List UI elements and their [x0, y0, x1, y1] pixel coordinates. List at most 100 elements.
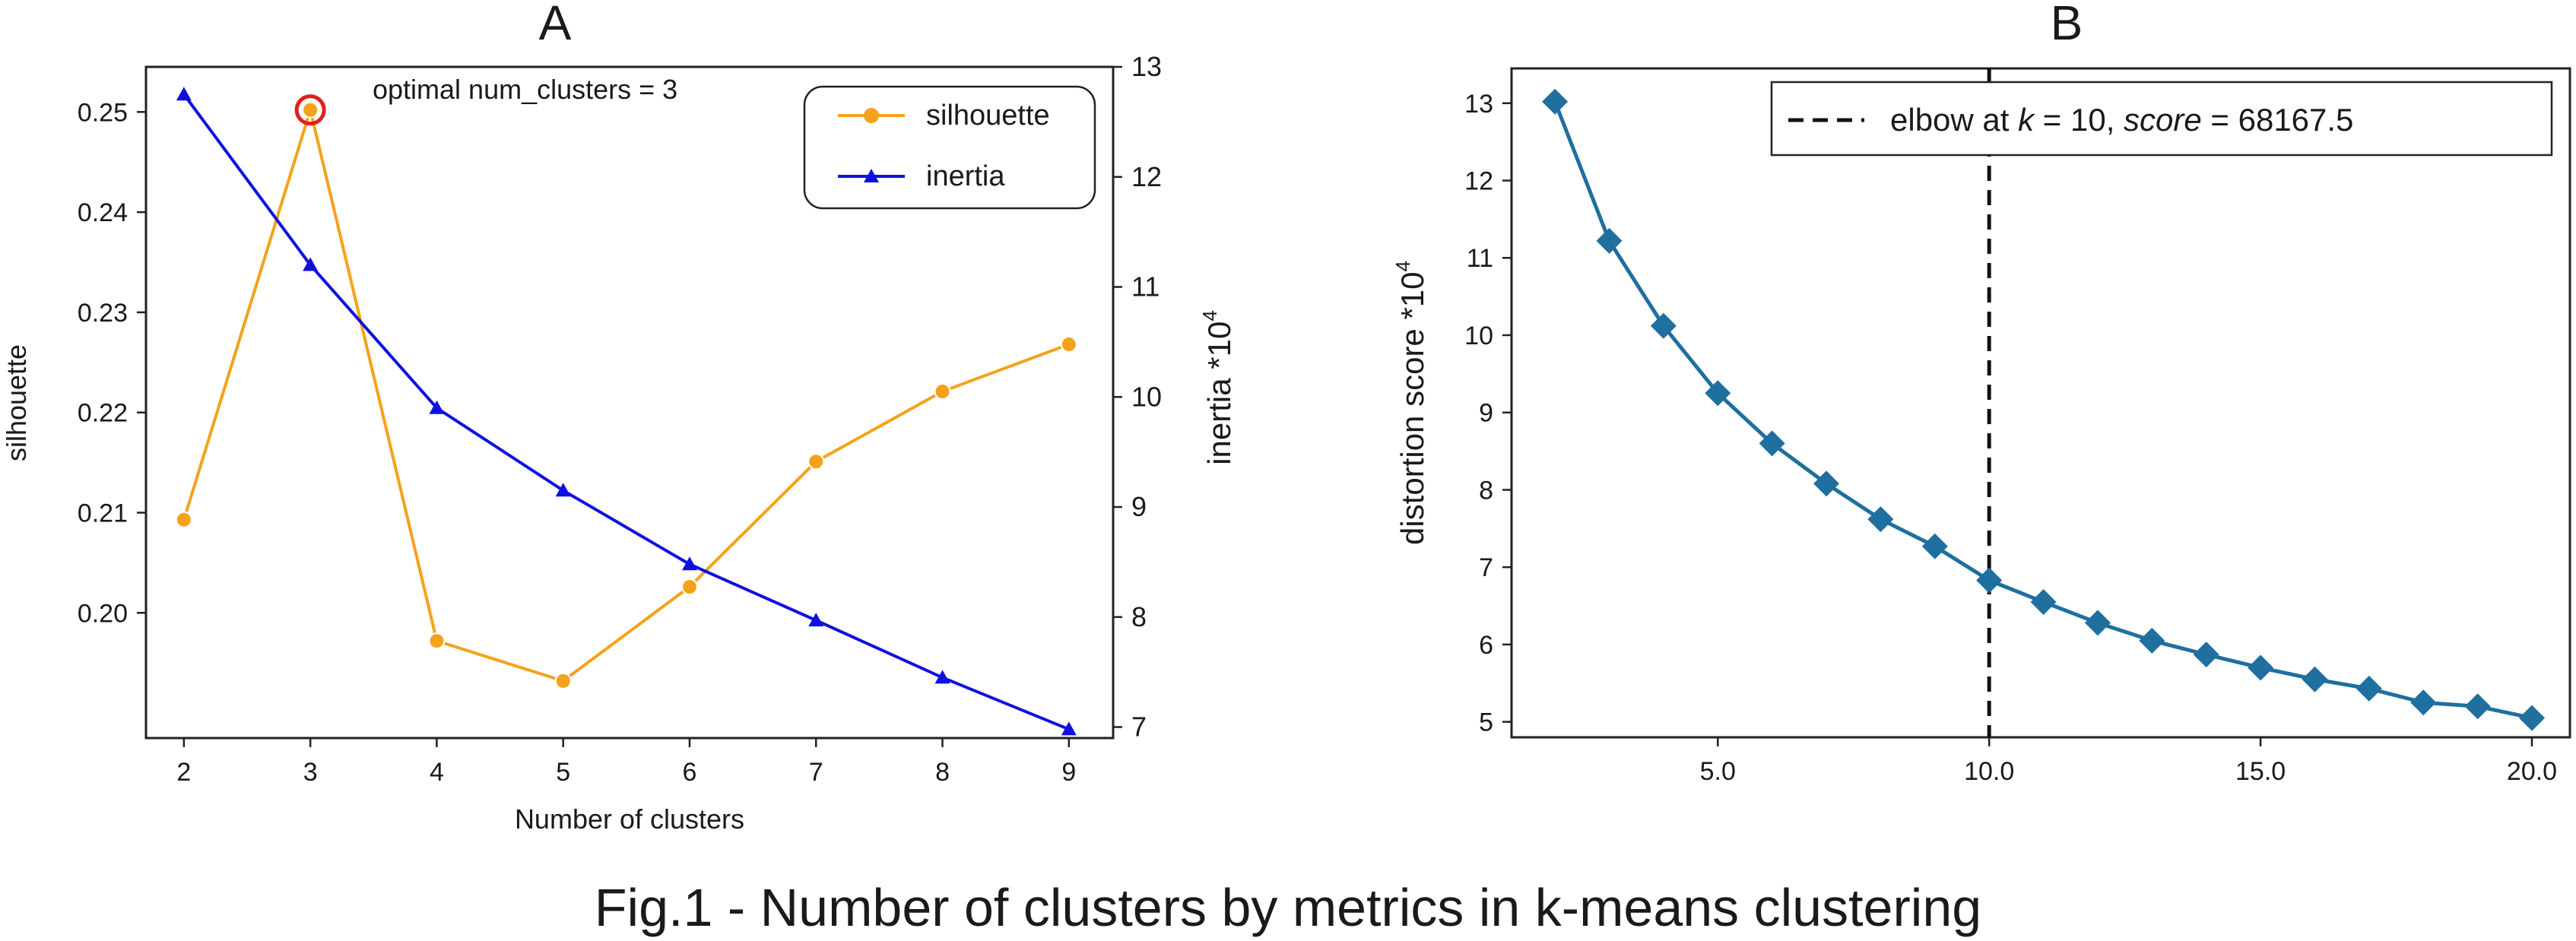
chart-a-y2-ticks: 7 8 9 10 11 12 13 [1113, 51, 1162, 743]
inertia-point [934, 670, 950, 684]
silhouette-point [302, 101, 319, 119]
silhouette-point [680, 578, 698, 595]
chart-a-y-axis-label: silhouette [1, 344, 32, 461]
y-tick-label: 0.24 [78, 198, 128, 227]
chart-a-y2-axis-label: inertia *104 [1198, 310, 1237, 465]
chart-a-x-axis-label: Number of clusters [515, 803, 744, 835]
distortion-point [2084, 610, 2111, 636]
y-tick-label: 11 [1467, 244, 1493, 273]
distortion-point [1705, 380, 1731, 407]
y2-tick-label: 12 [1131, 161, 1162, 192]
inertia-point [429, 400, 445, 414]
distortion-point [2248, 654, 2274, 681]
legend-inertia-marker [864, 169, 879, 182]
legend-silhouette-marker [864, 108, 879, 123]
chart-b-legend-box [1770, 81, 2553, 157]
silhouette-line [182, 104, 1070, 683]
chart-b-y-ticks: 5 6 7 8 9 10 11 12 13 [1464, 90, 1512, 737]
x-tick-label: 15.0 [2235, 757, 2286, 786]
y-tick-label: 0.20 [78, 599, 128, 628]
figure-caption: Fig.1 - Number of clusters by metrics in… [595, 878, 1981, 937]
x-tick-label: 10.0 [1964, 757, 2014, 786]
y-tick-label: 7 [1479, 553, 1493, 582]
y-tick-label: 10 [1464, 322, 1493, 350]
series-silhouette [175, 101, 1077, 689]
distortion-point [1976, 567, 2003, 594]
distortion-point [1813, 470, 1840, 497]
y-tick-label: 0.25 [78, 98, 128, 127]
distortion-point [1867, 506, 1894, 533]
x-tick-label: 3 [303, 758, 318, 787]
y-tick-label: 13 [1464, 90, 1493, 119]
inertia-point [808, 613, 824, 627]
distortion-point [1759, 430, 1785, 457]
distortion-point [2302, 666, 2328, 692]
distortion-point [1542, 88, 1569, 115]
x-tick-label: 8 [935, 758, 950, 787]
distortion-point [2139, 627, 2165, 654]
chart-b-x-ticks: 5.0 10.0 15.0 20.0 [1700, 737, 2557, 786]
distortion-point [2519, 705, 2546, 731]
y2-tick-label: 9 [1131, 491, 1147, 522]
silhouette-point [428, 632, 446, 650]
silhouette-point [1060, 336, 1077, 353]
inertia-point [681, 556, 697, 571]
distortion-point [1921, 533, 1948, 559]
silhouette-point [807, 453, 825, 470]
y2-tick-label: 13 [1131, 51, 1162, 82]
y-tick-label: 0.23 [78, 299, 128, 328]
chart-b-y-axis-label: distortion score *104 [1391, 261, 1430, 545]
y-tick-label: 6 [1479, 631, 1493, 660]
y-tick-label: 0.21 [78, 499, 128, 528]
legend-elbow-label: elbow at k = 10, score = 68167.5 [1890, 102, 2353, 138]
chart-b-plot-area [1510, 67, 2571, 739]
distortion-point [2464, 693, 2491, 720]
x-tick-label: 6 [683, 758, 697, 787]
y2-tick-label: 10 [1131, 381, 1162, 412]
silhouette-point [934, 383, 951, 401]
chart-b: B 5.0 10.0 15.0 20.0 5 6 7 8 9 10 11 12 13 distorti… [1391, 0, 2571, 786]
x-tick-label: 9 [1061, 758, 1076, 787]
distortion-point [2193, 642, 2219, 668]
chart-a-legend: silhouette inertia [803, 85, 1096, 210]
distortion-point [2356, 675, 2382, 702]
y-tick-label: 8 [1479, 476, 1493, 505]
distortion-point [1596, 227, 1623, 254]
x-tick-label: 5.0 [1700, 757, 1736, 786]
x-tick-label: 7 [809, 758, 823, 787]
chart-a-panel-label: A [539, 0, 572, 50]
y-tick-label: 0.22 [78, 399, 128, 428]
x-tick-label: 20.0 [2507, 757, 2557, 786]
y2-tick-label: 8 [1131, 601, 1147, 632]
chart-a-annotation: optimal num_clusters = 3 [373, 74, 677, 105]
y2-tick-label: 7 [1131, 711, 1147, 743]
chart-b-legend: elbow at k = 10, score = 68167.5 [1770, 81, 2553, 157]
y-tick-label: 9 [1479, 399, 1493, 428]
distortion-point [1650, 312, 1677, 339]
series-distortion [1542, 88, 2546, 731]
y-tick-label: 12 [1464, 167, 1493, 196]
distortion-point [2410, 689, 2437, 716]
optimal-point-ring [294, 94, 326, 126]
optimal-point-highlight [294, 94, 326, 126]
distortion-line [1553, 100, 2533, 721]
inertia-point [303, 257, 319, 271]
chart-a-plot-area [144, 65, 1115, 740]
silhouette-point [554, 672, 572, 689]
inertia-line [182, 93, 1070, 731]
inertia-point [176, 87, 192, 101]
y2-tick-label: 11 [1131, 271, 1160, 303]
x-tick-label: 4 [430, 758, 444, 787]
inertia-point [1061, 721, 1077, 736]
chart-a-y-ticks: 0.20 0.21 0.22 0.23 0.24 0.25 [78, 98, 146, 628]
legend-inertia-label: inertia [926, 160, 1005, 192]
chart-a-x-ticks: 2 3 4 5 6 7 8 9 [176, 738, 1076, 787]
distortion-point [2030, 588, 2057, 615]
x-tick-label: 5 [556, 758, 570, 787]
chart-a: A 2 3 4 5 6 7 8 9 0.20 0.21 0.22 0.23 0.24 0.25 7 8 9 1… [1, 0, 1237, 835]
inertia-point [555, 483, 571, 497]
legend-silhouette-label: silhouette [926, 100, 1050, 131]
y-tick-label: 5 [1479, 708, 1493, 737]
series-inertia [176, 87, 1077, 736]
